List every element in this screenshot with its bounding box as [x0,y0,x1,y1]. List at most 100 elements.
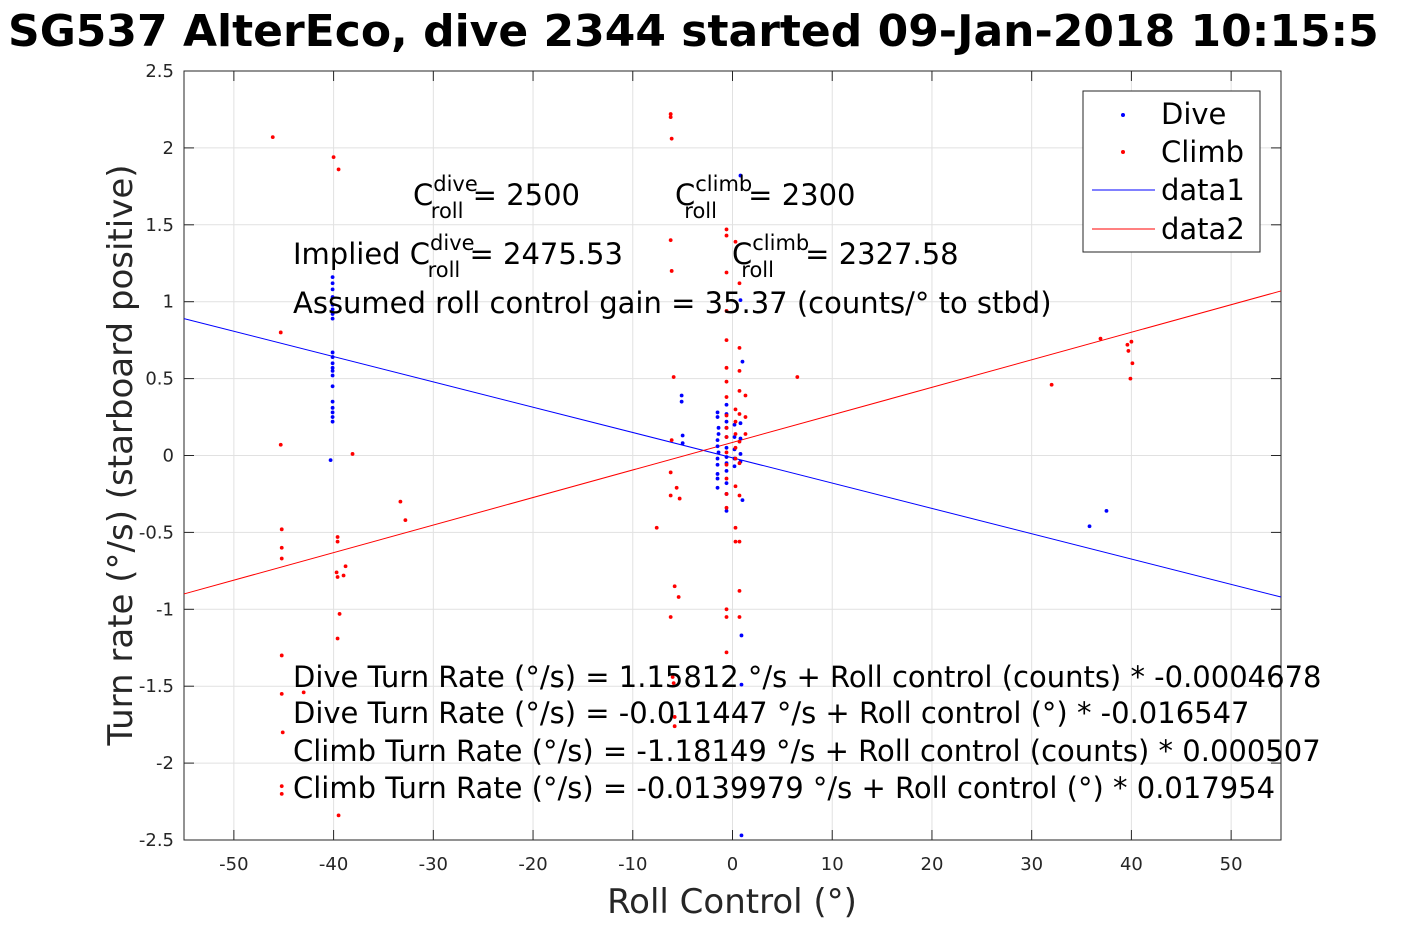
climb-point [280,730,285,735]
y-tick-labels: 2.5 2 1.5 1 0.5 0 -0.5 -1 -1.5 -2 -2.5 [139,61,174,851]
dive-point [724,455,729,459]
climb-point [1049,382,1054,387]
climb-point [403,518,408,522]
climb-point [737,369,742,373]
dive-point [330,302,335,307]
climb-point [737,389,742,393]
climb-point [279,653,284,658]
climb-point [737,539,742,544]
dive-point [715,456,720,461]
climb-point [670,675,675,679]
dive-point [715,472,720,476]
climb-point [279,527,284,532]
climb-point [668,493,673,498]
climb-point [724,227,729,232]
dive-point [330,295,335,299]
climb-point [337,612,342,616]
dive-point [716,450,721,455]
climb-point [724,435,729,439]
climb-point [724,338,729,343]
dive-point [738,436,743,441]
climb-point [334,570,339,575]
climb-point [1126,349,1131,353]
dive-point [732,422,737,427]
climb-point [724,607,729,612]
dive-point [724,419,729,424]
dive-point [715,410,720,415]
dive-point [330,405,335,410]
climb-point [737,281,742,286]
climb-point [301,690,306,695]
climb-point [724,395,729,399]
climb-point [398,499,403,504]
climb-point [674,485,679,490]
dive-point [1104,508,1109,513]
annotation-c-climb: Cclimb roll = 2300 [675,172,856,223]
climb-point [737,439,742,444]
dive-point [330,361,335,366]
legend-dive-label: Dive [1161,97,1226,131]
climb-point [279,691,284,696]
climb-point [676,595,681,599]
climb-point [672,715,677,719]
dive-point [715,444,720,449]
climb-point [270,135,275,140]
dive-point [330,287,335,292]
climb-point [669,269,674,273]
x-tick-label: 20 [921,854,944,875]
dive-point [724,468,729,473]
climb-point [278,442,283,447]
climb-point [336,813,341,818]
dive-point [732,435,737,439]
climb-point [733,445,738,450]
y-tick-label: -1.5 [139,676,174,697]
climb-point [737,412,742,416]
climb-point [279,791,284,796]
legend-dive-marker [1121,113,1125,117]
climb-point [724,365,729,370]
x-axis-label: Roll Control (°) [607,882,857,922]
dive-point [740,359,745,364]
y-tick-label: -1 [156,599,174,620]
climb-point [724,505,729,510]
dive-point [330,410,335,415]
dive-point [1087,524,1092,529]
dive-point [330,307,335,312]
legend-data2-label: data2 [1161,212,1245,246]
climb-point [724,270,729,275]
legend-data1-label: data1 [1161,173,1245,207]
climb-point [724,233,729,238]
y-tick-label: 2.5 [145,61,174,82]
climb-point [335,636,340,641]
dive-point [739,633,744,638]
climb-point [668,470,673,475]
climb-point [331,155,336,160]
climb-point [341,573,346,578]
chart-title: SG537 AlterEco, dive 2344 started 09-Jan… [8,6,1379,57]
climb-point [350,452,355,456]
climb-point [654,525,659,530]
legend: Dive Climb data1 data2 [1082,90,1261,253]
climb-point [279,784,284,789]
annotation-dive-eq-counts: Dive Turn Rate (°/s) = 1.15812 °/s + Rol… [293,660,1321,694]
climb-point [737,461,742,466]
x-tick-label: 40 [1120,854,1143,875]
dive-point [330,419,335,424]
data-points [270,112,1135,838]
dive-point [680,433,685,438]
dive-point [738,452,743,456]
y-tick-label: -2.5 [139,830,174,851]
fit-line-data1 [183,318,1282,598]
climb-point [743,415,748,419]
x-tick-label: -40 [319,854,348,875]
dive-point [715,485,720,490]
annotation-gain: Assumed roll control gain = 35.37 (count… [293,286,1052,320]
climb-point [669,136,674,141]
climb-point [737,493,742,498]
annotation-implied-climb: Cclimb roll = 2327.58 [732,231,959,282]
climb-point [737,345,742,350]
y-tick-label: 0.5 [145,369,174,390]
climb-point [668,238,673,243]
climb-point [672,724,677,729]
legend-box [1082,90,1261,253]
